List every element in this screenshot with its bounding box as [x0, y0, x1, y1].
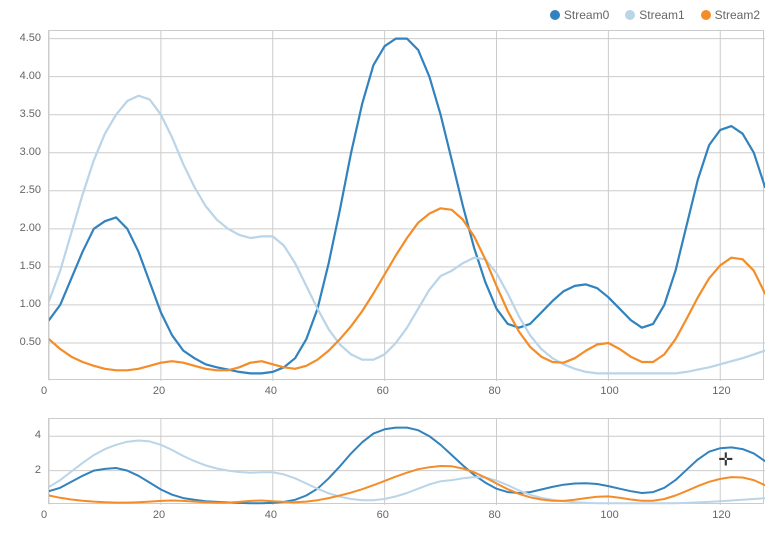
series-line-stream0	[49, 39, 765, 374]
x-tick-label: 40	[265, 385, 277, 397]
x-tick-label: 20	[153, 385, 165, 397]
legend-marker-icon	[550, 10, 560, 20]
y-tick-label: 1.00	[20, 298, 41, 310]
x-tick-label: 60	[377, 385, 389, 397]
x-tick-label: 20	[153, 509, 165, 521]
series-line-stream2	[49, 466, 765, 503]
y-tick-label: 2.50	[20, 184, 41, 196]
y-tick-label: 4	[35, 429, 41, 441]
x-tick-label: 100	[600, 385, 618, 397]
chart-plot-area[interactable]: 0204060801001200.501.001.502.002.503.003…	[48, 30, 764, 380]
x-tick-label: 100	[600, 509, 618, 521]
x-tick-label: 0	[41, 385, 47, 397]
y-tick-label: 3.50	[20, 108, 41, 120]
legend: Stream0 Stream1 Stream2	[550, 8, 760, 22]
y-tick-label: 2	[35, 464, 41, 476]
y-tick-label: 3.00	[20, 146, 41, 158]
series-line-stream2	[49, 208, 765, 370]
y-tick-label: 0.50	[20, 336, 41, 348]
legend-marker-icon	[701, 10, 711, 20]
legend-item[interactable]: Stream0	[550, 8, 609, 22]
series-line-stream1	[49, 96, 765, 374]
x-tick-label: 0	[41, 509, 47, 521]
legend-item[interactable]: Stream1	[625, 8, 684, 22]
legend-label: Stream0	[564, 8, 609, 22]
x-tick-label: 120	[712, 509, 730, 521]
y-tick-label: 4.00	[20, 70, 41, 82]
y-tick-label: 4.50	[20, 32, 41, 44]
legend-marker-icon	[625, 10, 635, 20]
legend-label: Stream2	[715, 8, 760, 22]
x-tick-label: 60	[377, 509, 389, 521]
x-tick-label: 80	[489, 385, 501, 397]
y-tick-label: 1.50	[20, 260, 41, 272]
x-tick-label: 80	[489, 509, 501, 521]
y-tick-label: 2.00	[20, 222, 41, 234]
legend-item[interactable]: Stream2	[701, 8, 760, 22]
x-tick-label: 40	[265, 509, 277, 521]
x-tick-label: 120	[712, 385, 730, 397]
legend-label: Stream1	[639, 8, 684, 22]
chart-plot-area[interactable]: 02040608010012024✛	[48, 418, 764, 504]
